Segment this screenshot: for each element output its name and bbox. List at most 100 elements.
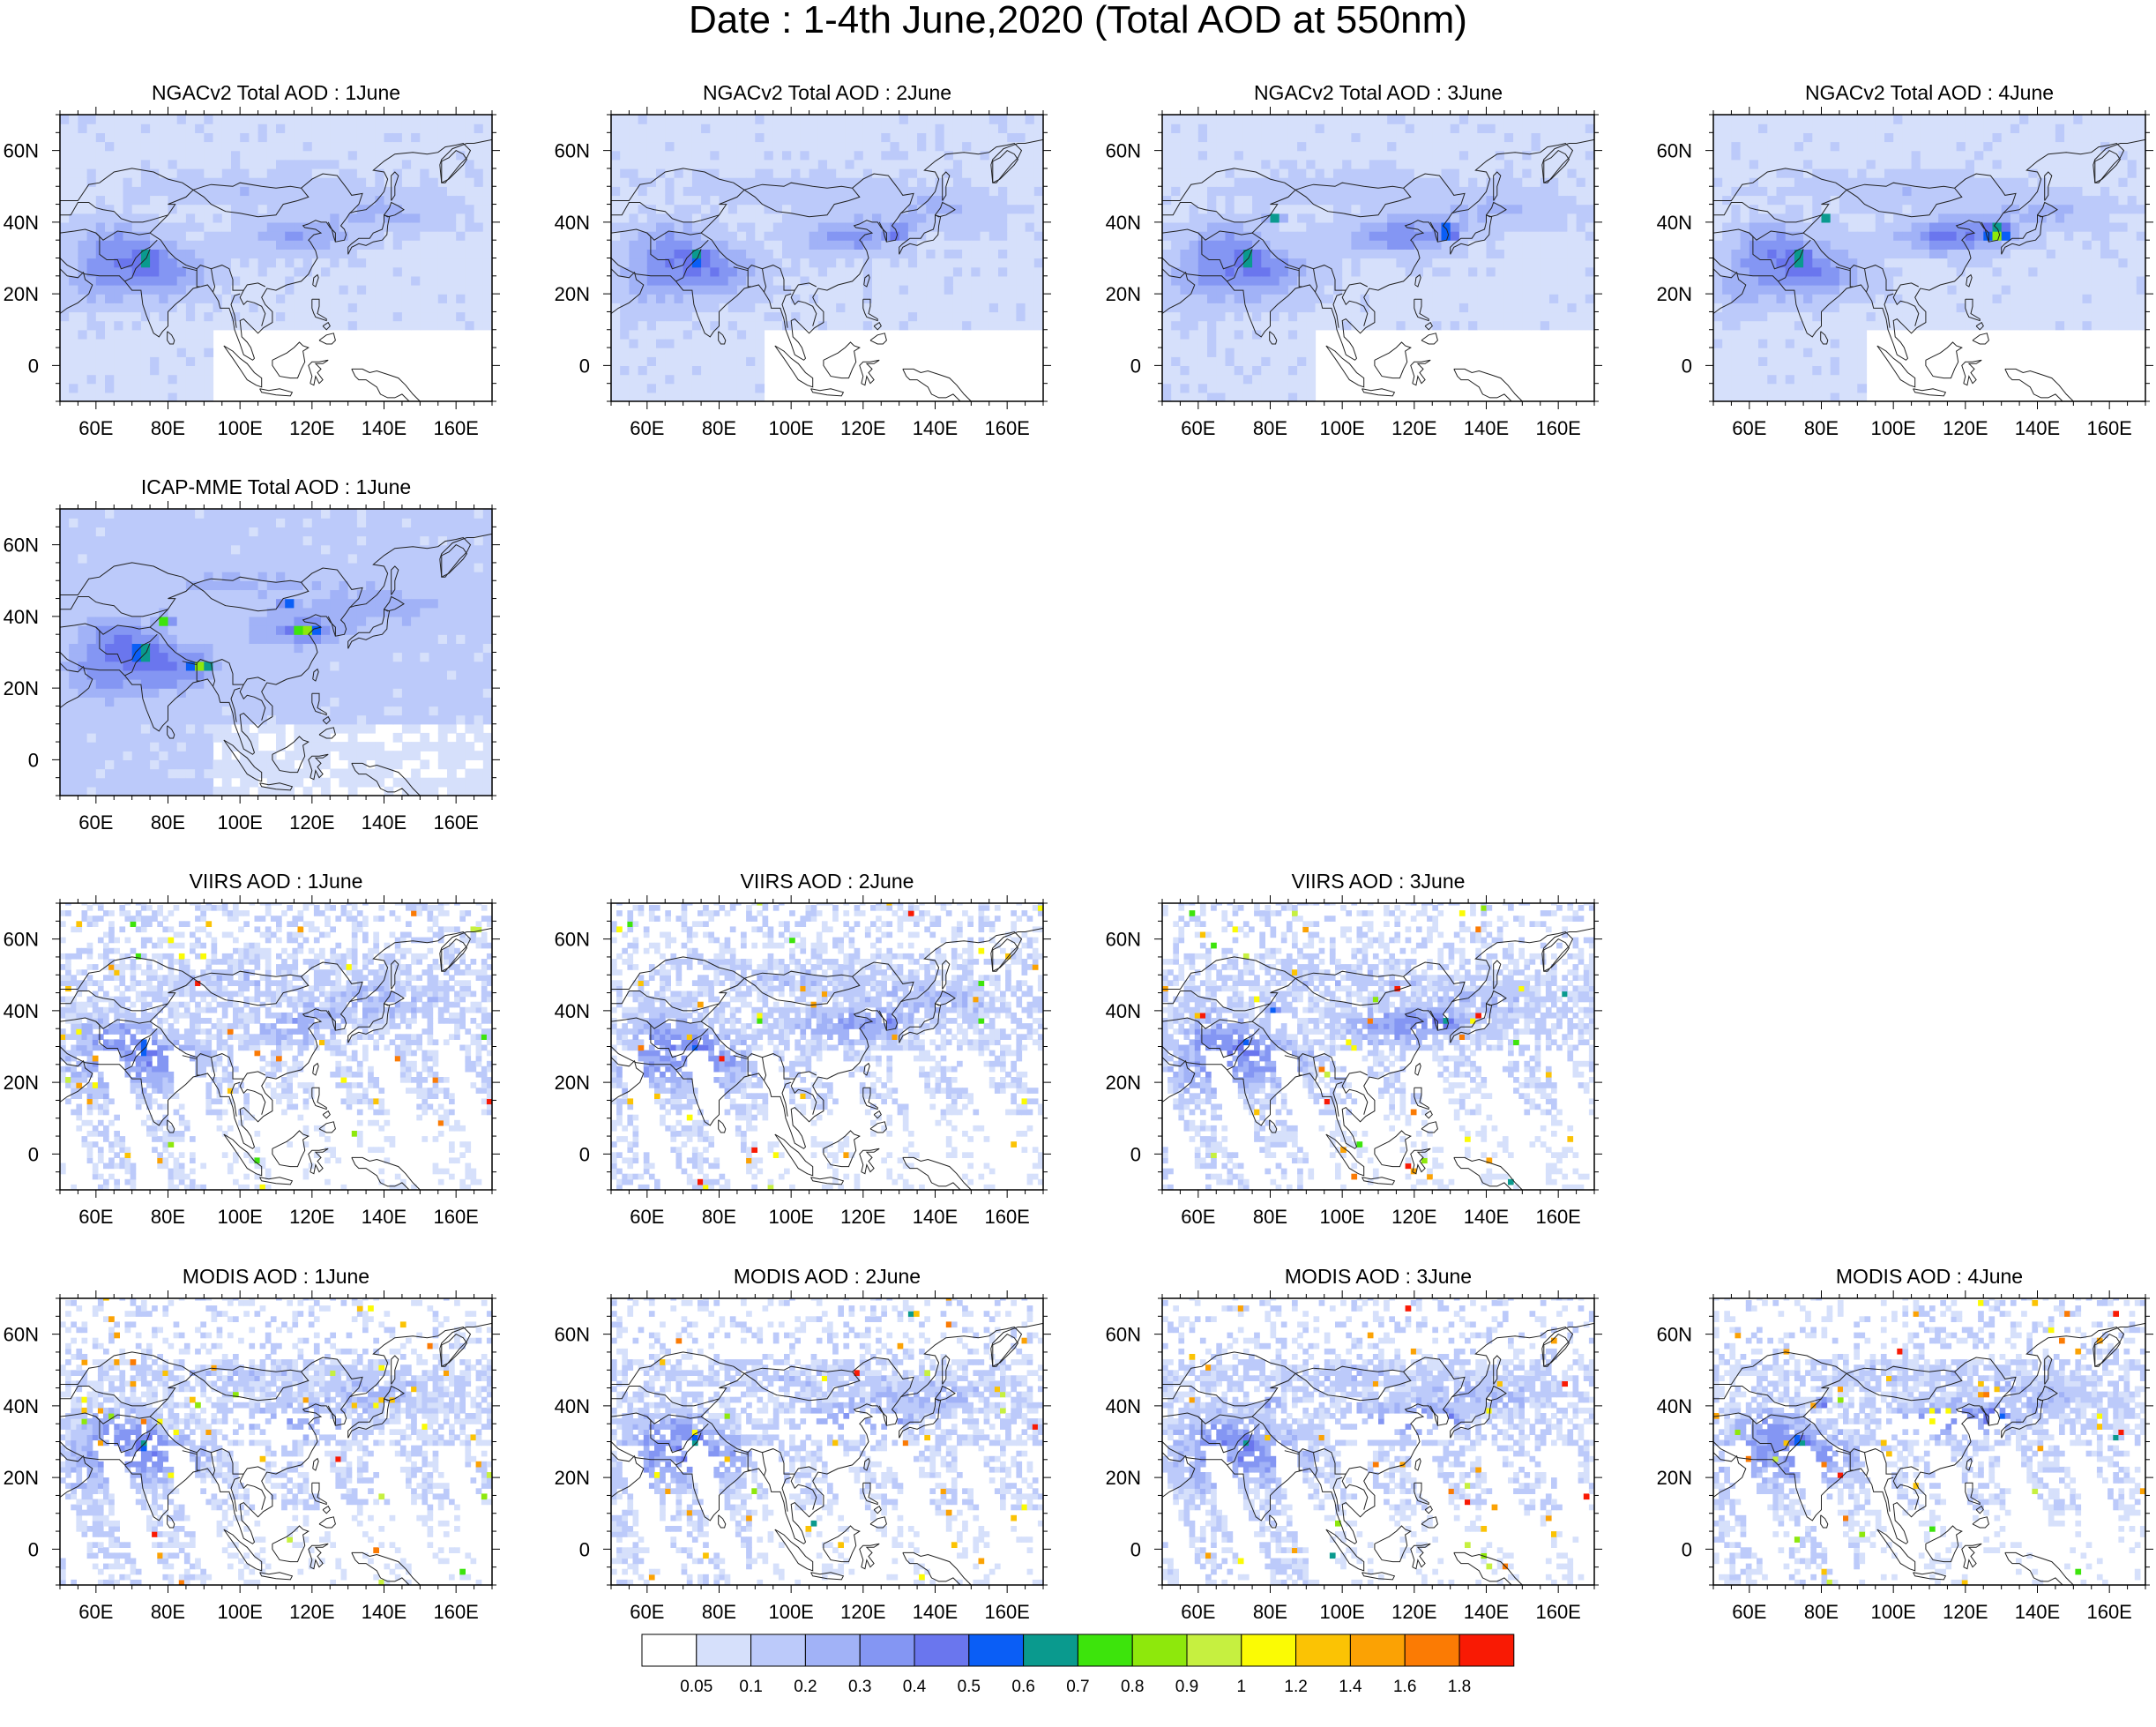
panel-title: MODIS AOD : 4June	[1713, 1261, 2145, 1291]
panel-title: MODIS AOD : 2June	[611, 1261, 1043, 1291]
lon-tick-label: 60E	[78, 1206, 113, 1228]
lat-tick-label: 0	[28, 355, 39, 377]
lon-tick-label: 160E	[1535, 417, 1580, 439]
lat-tick-label: 40N	[4, 1395, 39, 1417]
lat-tick-label: 40N	[1106, 212, 1141, 234]
lon-tick-label: 140E	[2015, 1601, 2060, 1623]
aod-field	[1713, 115, 2145, 401]
lat-tick-label: 20N	[1657, 283, 1692, 305]
lat-tick-label: 60N	[555, 1324, 590, 1346]
lat-tick-label: 60N	[1657, 140, 1692, 162]
lat-tick-label: 20N	[4, 283, 39, 305]
lat-tick-label: 0	[28, 749, 39, 771]
aod-field	[60, 1298, 492, 1585]
aod-field	[611, 115, 1043, 401]
lat-tick-label: 60N	[1106, 140, 1141, 162]
lat-tick-label: 0	[1130, 1538, 1141, 1560]
aod-map: 60E 80E 100E 120E 140E 160E 60N 40N 20N 0	[4, 895, 500, 1228]
lat-tick-label: 60N	[4, 535, 39, 557]
lon-tick-label: 120E	[289, 1206, 334, 1228]
map-panel-modis-4: MODIS AOD : 4June 60E 80E 100E 120E 140E 160E 6…	[1653, 1261, 2156, 1632]
lon-tick-label: 140E	[1464, 1601, 1509, 1623]
panel-title: NGACv2 Total AOD : 3June	[1162, 78, 1594, 108]
lon-tick-label: 100E	[768, 1601, 813, 1623]
coastlines	[611, 138, 1043, 401]
lon-tick-label: 80E	[702, 1601, 736, 1623]
panel-title: MODIS AOD : 1June	[60, 1261, 492, 1291]
lat-tick-label: 60N	[4, 929, 39, 951]
coastlines	[60, 927, 492, 1190]
coastlines	[1713, 138, 2145, 401]
coastlines	[1162, 927, 1594, 1190]
panel-title: VIIRS AOD : 1June	[60, 866, 492, 896]
lon-tick-label: 80E	[151, 811, 185, 834]
lat-tick-label: 20N	[4, 1467, 39, 1489]
aod-map: 60E 80E 100E 120E 140E 160E 60N 40N 20N 0	[4, 107, 500, 439]
coastlines	[1162, 1322, 1594, 1585]
lon-tick-label: 120E	[1391, 1206, 1436, 1228]
lat-tick-label: 60N	[4, 140, 39, 162]
lon-tick-label: 120E	[840, 1206, 885, 1228]
lat-tick-label: 20N	[1106, 283, 1141, 305]
lon-tick-label: 160E	[984, 417, 1029, 439]
map-panel-modis-2: MODIS AOD : 2June 60E 80E 100E 120E 140E 160E 6…	[551, 1261, 1098, 1632]
lon-tick-label: 60E	[1181, 1206, 1215, 1228]
lon-tick-label: 80E	[702, 417, 736, 439]
lat-tick-label: 0	[579, 1143, 590, 1165]
aod-field	[611, 903, 1043, 1190]
lon-tick-label: 100E	[1319, 1206, 1364, 1228]
lon-tick-label: 100E	[768, 417, 813, 439]
aod-map: 60E 80E 100E 120E 140E 160E 60N 40N 20N 0	[1657, 1290, 2153, 1623]
lat-tick-label: 0	[1682, 1538, 1692, 1560]
lon-tick-label: 160E	[984, 1206, 1029, 1228]
map-panel-ngac-4: NGACv2 Total AOD : 4June 60E 80E 100E 120E 14…	[1653, 78, 2156, 448]
lat-tick-label: 40N	[4, 212, 39, 234]
lon-tick-label: 120E	[840, 417, 885, 439]
lon-tick-label: 80E	[151, 417, 185, 439]
lon-tick-label: 60E	[78, 811, 113, 834]
map-panel-ngac-3: NGACv2 Total AOD : 3June 60E 80E 100E 120E 14…	[1102, 78, 1649, 448]
lon-tick-label: 60E	[1181, 417, 1215, 439]
lat-tick-label: 0	[579, 355, 590, 377]
lon-tick-label: 120E	[840, 1601, 885, 1623]
map-panel-ngac-2: NGACv2 Total AOD : 2June 60E 80E 100E 120E 14…	[551, 78, 1098, 448]
panel-title: VIIRS AOD : 3June	[1162, 866, 1594, 896]
aod-map: 60E 80E 100E 120E 140E 160E 60N 40N 20N 0	[1657, 107, 2153, 439]
lat-tick-label: 20N	[1657, 1467, 1692, 1489]
lat-tick-label: 60N	[1106, 929, 1141, 951]
lon-tick-label: 140E	[362, 1601, 407, 1623]
lon-tick-label: 100E	[1870, 417, 1915, 439]
lon-tick-label: 100E	[768, 1206, 813, 1228]
lat-tick-label: 20N	[1106, 1467, 1141, 1489]
lat-tick-label: 40N	[1657, 1395, 1692, 1417]
lon-tick-label: 140E	[362, 417, 407, 439]
lon-tick-label: 140E	[362, 811, 407, 834]
lon-tick-label: 60E	[1732, 417, 1766, 439]
lat-tick-label: 0	[28, 1143, 39, 1165]
lon-tick-label: 120E	[1943, 417, 1988, 439]
map-panel-modis-3: MODIS AOD : 3June 60E 80E 100E 120E 140E 160E 6…	[1102, 1261, 1649, 1632]
aod-map: 60E 80E 100E 120E 140E 160E 60N 40N 20N 0	[1106, 107, 1602, 439]
lat-tick-label: 40N	[4, 606, 39, 628]
coastlines	[60, 533, 492, 796]
aod-map: 60E 80E 100E 120E 140E 160E 60N 40N 20N 0	[555, 895, 1051, 1228]
lon-tick-label: 140E	[913, 1601, 958, 1623]
lon-tick-label: 160E	[433, 1601, 478, 1623]
lon-tick-label: 80E	[151, 1206, 185, 1228]
lon-tick-label: 60E	[1181, 1601, 1215, 1623]
lon-tick-label: 120E	[289, 1601, 334, 1623]
coastlines	[60, 1322, 492, 1585]
coastlines	[611, 927, 1043, 1190]
lon-tick-label: 60E	[78, 1601, 113, 1623]
lat-tick-label: 0	[579, 1538, 590, 1560]
lon-tick-label: 120E	[1391, 1601, 1436, 1623]
lat-tick-label: 60N	[1657, 1324, 1692, 1346]
panel-title: NGACv2 Total AOD : 1June	[60, 78, 492, 108]
lon-tick-label: 160E	[1535, 1206, 1580, 1228]
lon-tick-label: 140E	[913, 1206, 958, 1228]
lon-tick-label: 80E	[1253, 417, 1287, 439]
lat-tick-label: 20N	[555, 1467, 590, 1489]
lon-tick-label: 160E	[2086, 417, 2131, 439]
aod-map: 60E 80E 100E 120E 140E 160E 60N 40N 20N 0	[4, 501, 500, 834]
